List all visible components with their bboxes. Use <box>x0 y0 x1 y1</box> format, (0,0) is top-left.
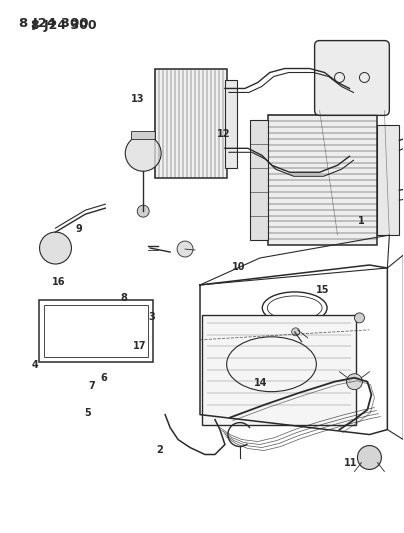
Bar <box>38 300 153 362</box>
Circle shape <box>40 232 72 264</box>
Text: 4: 4 <box>32 360 38 370</box>
Text: 10: 10 <box>231 262 245 271</box>
Circle shape <box>137 205 149 217</box>
Text: 5: 5 <box>84 408 90 418</box>
Text: 3: 3 <box>148 312 155 322</box>
Text: 17: 17 <box>133 341 146 351</box>
Text: 16: 16 <box>53 278 66 287</box>
Bar <box>44 305 148 357</box>
Text: 12: 12 <box>217 128 231 139</box>
Text: 7: 7 <box>88 381 95 391</box>
Circle shape <box>292 328 300 336</box>
Text: 9: 9 <box>76 224 82 235</box>
Circle shape <box>125 135 161 171</box>
Circle shape <box>354 313 364 323</box>
Text: 13: 13 <box>131 94 144 104</box>
Circle shape <box>347 374 362 390</box>
Bar <box>250 120 268 240</box>
Circle shape <box>177 241 193 257</box>
Bar <box>202 315 356 425</box>
Text: 8: 8 <box>120 293 127 303</box>
Bar <box>268 116 377 245</box>
Circle shape <box>358 446 381 470</box>
Text: 15: 15 <box>316 286 330 295</box>
Text: 6: 6 <box>100 373 107 383</box>
Bar <box>225 80 237 168</box>
Bar <box>131 131 155 139</box>
FancyBboxPatch shape <box>315 41 389 116</box>
Text: 2: 2 <box>156 445 163 455</box>
Bar <box>377 125 399 235</box>
Text: 8 J24 300: 8 J24 300 <box>19 17 88 30</box>
Text: 1: 1 <box>358 216 364 227</box>
Text: 11: 11 <box>344 458 358 468</box>
Text: 14: 14 <box>254 378 267 389</box>
Bar <box>155 69 227 178</box>
Text: 8 J24 300: 8 J24 300 <box>31 19 96 31</box>
